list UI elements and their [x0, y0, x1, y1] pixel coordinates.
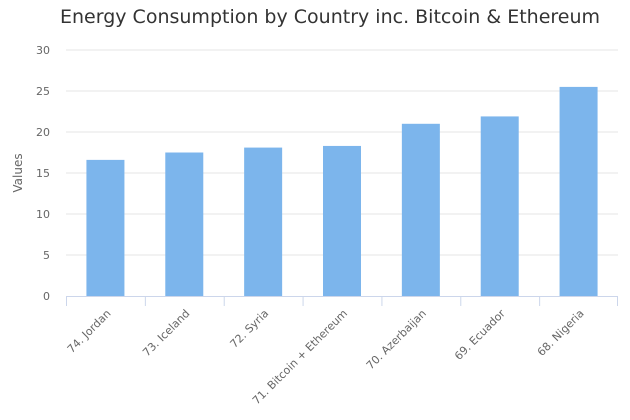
x-tick-label: 70. Azerbaijan — [364, 307, 429, 372]
x-tick-label: 69. Ecuador — [452, 307, 508, 363]
x-tick-label: 73. Iceland — [140, 307, 192, 359]
bar — [559, 86, 598, 297]
bar — [480, 116, 519, 296]
bar — [244, 147, 283, 296]
bar — [323, 145, 361, 296]
bar — [86, 159, 125, 296]
y-tick-label: 15 — [36, 167, 50, 180]
axes — [66, 296, 618, 306]
bars — [86, 86, 598, 297]
y-tick-label: 5 — [43, 249, 50, 262]
x-tick-label: 68. Nigeria — [535, 307, 587, 359]
y-tick-label: 30 — [36, 44, 50, 57]
y-tick-label: 25 — [36, 85, 50, 98]
y-tick-label: 20 — [36, 126, 50, 139]
x-tick-label: 74. Jordan — [65, 307, 114, 356]
y-tick-label: 0 — [43, 290, 50, 303]
bar — [165, 152, 204, 296]
y-tick-label: 10 — [36, 208, 50, 221]
x-tick-label: 72. Syria — [228, 307, 272, 351]
chart-title: Energy Consumption by Country inc. Bitco… — [60, 6, 601, 28]
y-axis-title: Values — [11, 153, 25, 192]
bar — [401, 123, 440, 296]
